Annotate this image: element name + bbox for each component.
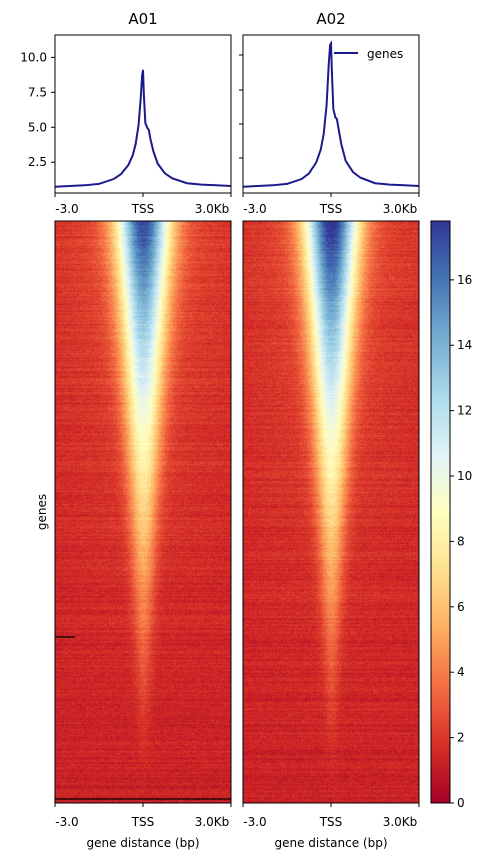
colorbar-tick-label: 4 xyxy=(457,665,465,679)
colorbar: 0 2 4 6 8 10 12 14 16 xyxy=(430,220,472,810)
profile-a02-xtick-start: -3.0 xyxy=(243,202,266,216)
heatmap-ylabel: genes xyxy=(35,494,49,530)
heatmap-a01-xtick-end: 3.0Kb xyxy=(195,815,230,829)
colorbar-tick-label: 12 xyxy=(457,404,472,418)
panel-title-a02: A02 xyxy=(316,10,345,28)
heatmap-a02-xtick-end: 3.0Kb xyxy=(383,815,418,829)
heatmap-a01-xtick-start: -3.0 xyxy=(55,815,78,829)
legend: genes xyxy=(334,47,403,61)
colorbar-tick-label: 10 xyxy=(457,469,472,483)
colorbar-tick-label: 14 xyxy=(457,338,472,352)
profile-line-a01 xyxy=(55,69,231,188)
heatmap-a02-xtick-start: -3.0 xyxy=(243,815,266,829)
colorbar-tick-label: 0 xyxy=(457,796,465,810)
profile-a02-y-ticks xyxy=(239,54,243,159)
profile-a02-x-ticks xyxy=(242,193,420,197)
heatmap-a01-canvas xyxy=(55,221,231,803)
profile-plot-a02: -3.0 TSS 3.0Kb genes xyxy=(239,34,420,216)
heatmap-a01: -3.0 TSS 3.0Kb gene distance (bp) xyxy=(54,220,232,850)
heatmap-a02-xtick-tss: TSS xyxy=(319,815,343,829)
colorbar-tick-label: 6 xyxy=(457,600,465,614)
heatmap-a02-x-ticks xyxy=(242,803,420,807)
profile-a01-ytick-label: 2.5 xyxy=(28,155,47,169)
heatmap-a01-x-ticks xyxy=(54,803,232,807)
colorbar-ticks: 0 2 4 6 8 10 12 14 16 xyxy=(450,273,472,810)
legend-label: genes xyxy=(367,47,403,61)
colorbar-tick-label: 16 xyxy=(457,273,472,287)
profile-line-a02 xyxy=(243,40,419,188)
heatmap-a02: -3.0 TSS 3.0Kb gene distance (bp) xyxy=(242,220,420,850)
profile-a01-ytick-label: 10.0 xyxy=(20,50,47,64)
panel-title-a01: A01 xyxy=(128,10,157,28)
heatmap-a01-xlabel: gene distance (bp) xyxy=(86,836,199,850)
profile-a01-x-ticks xyxy=(54,193,232,197)
profile-a01-xtick-tss: TSS xyxy=(131,202,155,216)
heatmap-a01-xtick-tss: TSS xyxy=(131,815,155,829)
profile-a01-y-ticks: 2.5 5.0 7.5 10.0 xyxy=(20,50,55,169)
profile-a01-xtick-start: -3.0 xyxy=(55,202,78,216)
heatmap-a02-canvas xyxy=(243,221,419,803)
profile-a01-xtick-end: 3.0Kb xyxy=(195,202,230,216)
colorbar-gradient xyxy=(430,220,451,804)
colorbar-tick-label: 8 xyxy=(457,534,465,548)
profile-a01-frame xyxy=(54,34,232,194)
profile-a01-ytick-label: 7.5 xyxy=(28,85,47,99)
profile-plot-a01: 2.5 5.0 7.5 10.0 -3.0 TSS 3.0Kb xyxy=(20,34,232,216)
profile-a01-ytick-label: 5.0 xyxy=(28,120,47,134)
profile-a02-xtick-end: 3.0Kb xyxy=(383,202,418,216)
colorbar-tick-label: 2 xyxy=(457,731,465,745)
heatmap-a02-xlabel: gene distance (bp) xyxy=(274,836,387,850)
profile-a02-xtick-tss: TSS xyxy=(319,202,343,216)
